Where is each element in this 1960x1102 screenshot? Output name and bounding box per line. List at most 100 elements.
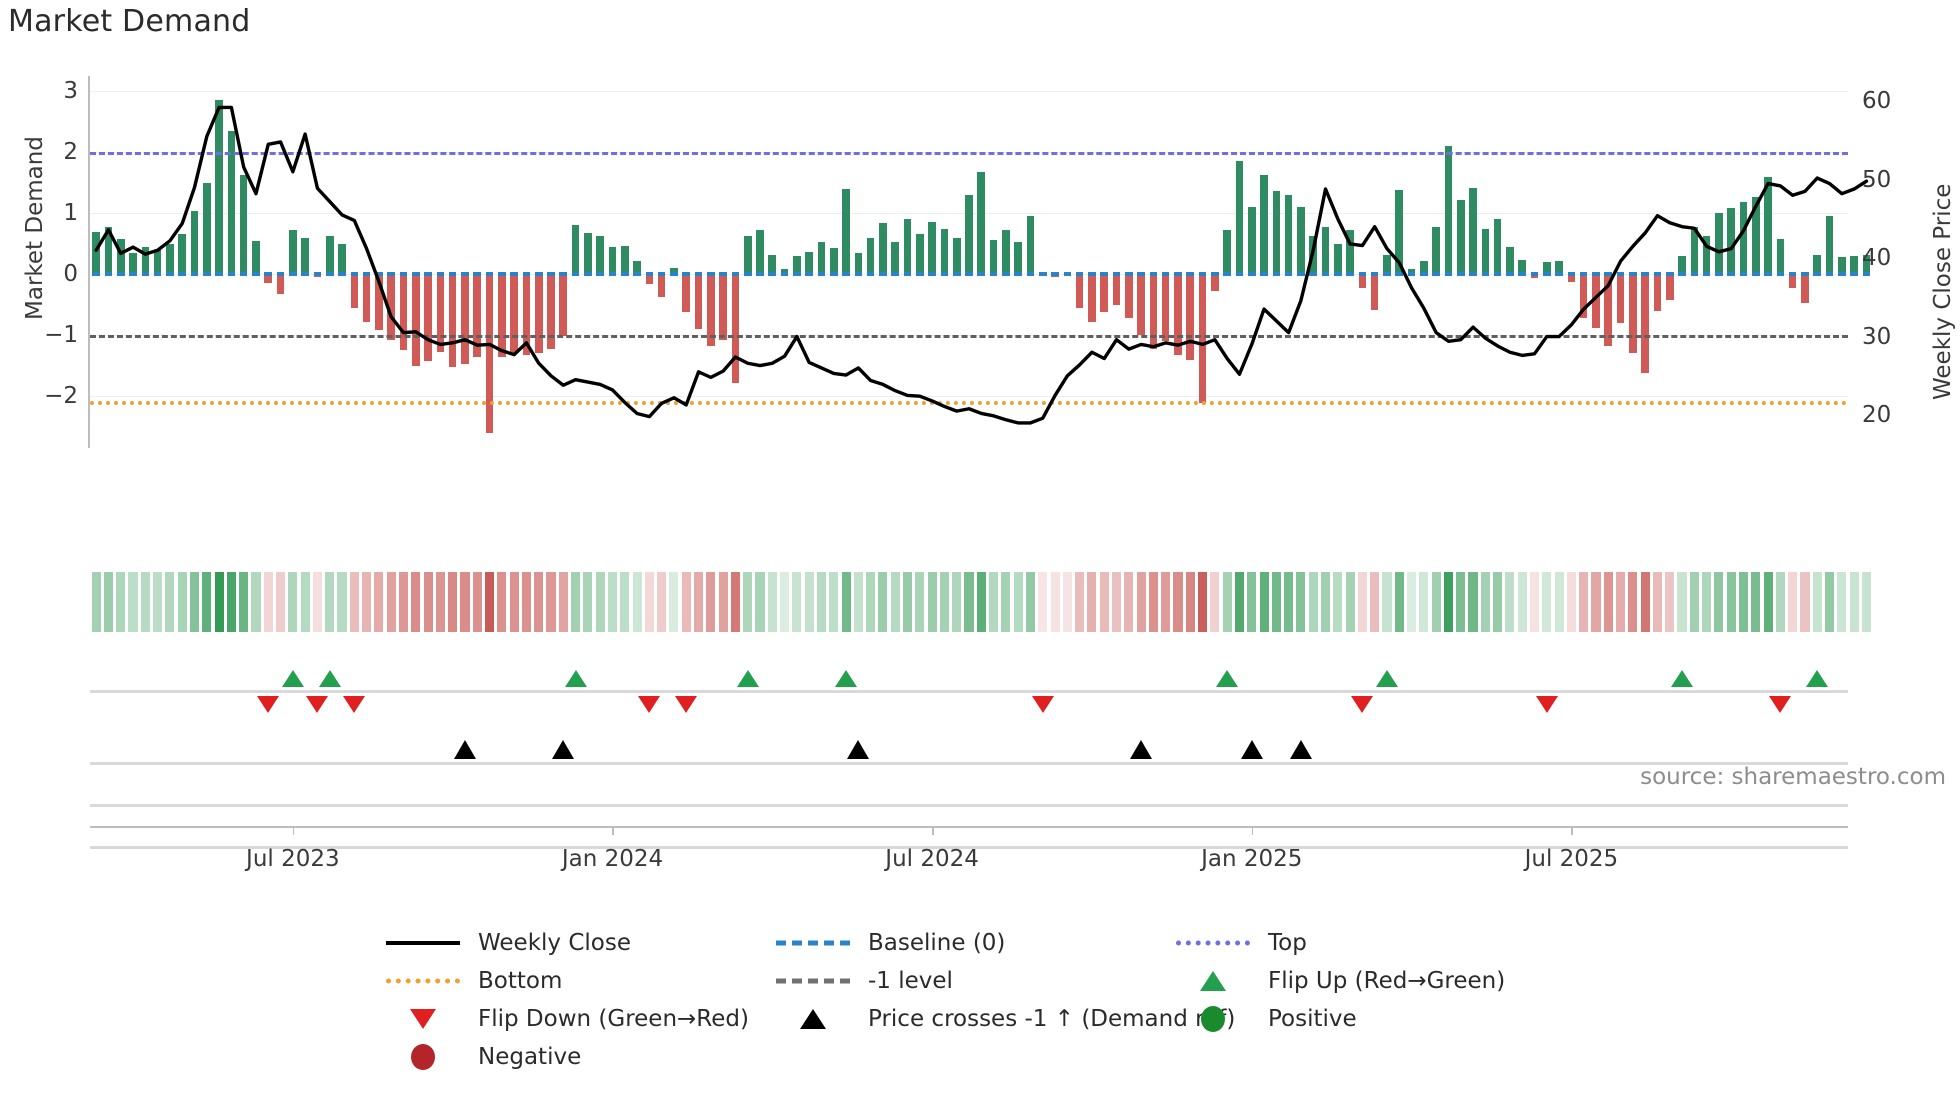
baseline-segment <box>879 272 887 277</box>
heat-cell <box>128 572 138 632</box>
baseline-segment <box>1346 272 1354 277</box>
baseline-segment <box>1235 272 1244 277</box>
heat-cell <box>374 572 384 632</box>
heat-cell <box>1013 572 1023 632</box>
baseline-segment <box>448 272 457 277</box>
baseline-segment <box>522 272 531 277</box>
legend-item[interactable]: Weekly Close <box>380 928 631 958</box>
heat-cell <box>829 572 839 632</box>
baseline-segment <box>104 272 113 277</box>
demand-bar <box>1825 216 1834 275</box>
heat-cell <box>1480 572 1490 632</box>
legend-item[interactable]: Positive <box>1170 1004 1357 1034</box>
baseline-segment <box>264 272 273 277</box>
legend-key-line-dotted-orange <box>380 966 466 996</box>
demand-bar <box>1137 274 1145 336</box>
baseline-segment <box>817 272 826 277</box>
heat-cell <box>1468 572 1478 632</box>
price-cross-marker <box>1240 740 1263 759</box>
legend-item[interactable]: Flip Up (Red→Green) <box>1170 966 1505 996</box>
demand-bar <box>104 226 113 275</box>
baseline-segment <box>1174 272 1182 277</box>
demand-bar <box>1776 238 1785 275</box>
legend-item[interactable]: Top <box>1170 928 1307 958</box>
baseline-segment <box>362 272 371 277</box>
heat-cell <box>1579 572 1589 632</box>
demand-bar <box>768 254 777 275</box>
minus-one-level-line <box>90 335 1848 339</box>
legend-item[interactable]: Negative <box>380 1042 581 1072</box>
x-tick-label: Jan 2025 <box>1201 846 1303 872</box>
baseline-segment <box>252 272 260 277</box>
baseline-segment <box>1272 272 1281 277</box>
baseline-segment <box>424 272 432 277</box>
heat-cell <box>939 572 949 632</box>
price-cross-marker <box>552 740 575 759</box>
heat-cell <box>841 572 851 632</box>
heat-cell <box>1038 572 1048 632</box>
demand-bar <box>817 242 826 275</box>
baseline-segment <box>559 272 568 277</box>
heat-cell <box>866 572 876 632</box>
heat-cell <box>1431 572 1441 632</box>
flip-up-marker <box>281 670 304 687</box>
flip-up-marker <box>318 670 341 687</box>
demand-bar <box>756 230 764 275</box>
demand-bar <box>1579 274 1588 319</box>
heat-cell <box>1443 572 1453 632</box>
baseline-segment <box>1112 272 1121 277</box>
baseline-segment <box>608 272 617 277</box>
demand-bar <box>1284 194 1293 275</box>
heat-cell <box>497 572 507 632</box>
heat-cell <box>1148 572 1158 632</box>
demand-bar <box>940 229 949 275</box>
x-tick-mark <box>612 826 614 835</box>
heat-cell <box>460 572 470 632</box>
demand-bar <box>842 188 850 275</box>
baseline-segment <box>153 272 162 277</box>
heat-cell <box>890 572 900 632</box>
baseline-segment <box>1444 272 1453 277</box>
legend-label: Flip Down (Green→Red) <box>478 1006 749 1032</box>
demand-bar <box>1506 247 1514 275</box>
heat-cell <box>1345 572 1355 632</box>
demand-bar <box>1641 274 1649 373</box>
legend-item[interactable]: Bottom <box>380 966 562 996</box>
demand-bar <box>338 243 346 275</box>
source-note: source: sharemaestro.com <box>1640 764 1946 790</box>
legend-item[interactable]: -1 level <box>770 966 953 996</box>
legend-item[interactable]: Flip Down (Green→Red) <box>380 1004 749 1034</box>
flip-up-marker <box>1806 670 1829 687</box>
heat-cell <box>1456 572 1466 632</box>
demand-bar <box>1493 219 1502 275</box>
heat-cell <box>1800 572 1810 632</box>
demand-bar <box>350 274 359 308</box>
heat-cell <box>116 572 126 632</box>
baseline-segment <box>793 272 801 277</box>
demand-bar <box>1567 274 1576 282</box>
demand-bar <box>952 237 961 275</box>
flip-up-marker <box>564 670 587 687</box>
baseline-segment <box>461 272 469 277</box>
heat-cell <box>718 572 728 632</box>
baseline-segment <box>276 272 285 277</box>
legend-key-line-solid-black <box>380 928 466 958</box>
demand-bar <box>522 274 531 355</box>
heat-cell <box>337 572 347 632</box>
baseline-segment <box>178 272 186 277</box>
heat-cell <box>103 572 113 632</box>
demand-bar <box>1395 190 1404 275</box>
legend-item[interactable]: Price crosses -1 ↑ (Demand ref) <box>770 1004 1235 1034</box>
baseline-segment <box>657 272 666 277</box>
demand-bar <box>473 274 482 357</box>
demand-bar <box>1186 274 1195 360</box>
baseline-segment <box>952 272 961 277</box>
baseline-segment <box>1493 272 1502 277</box>
demand-bar <box>92 231 100 275</box>
demand-bar <box>1592 274 1600 328</box>
heat-cell <box>1210 572 1220 632</box>
heat-cell <box>1517 572 1527 632</box>
price-cross-marker <box>1289 740 1312 759</box>
legend-item[interactable]: Baseline (0) <box>770 928 1005 958</box>
